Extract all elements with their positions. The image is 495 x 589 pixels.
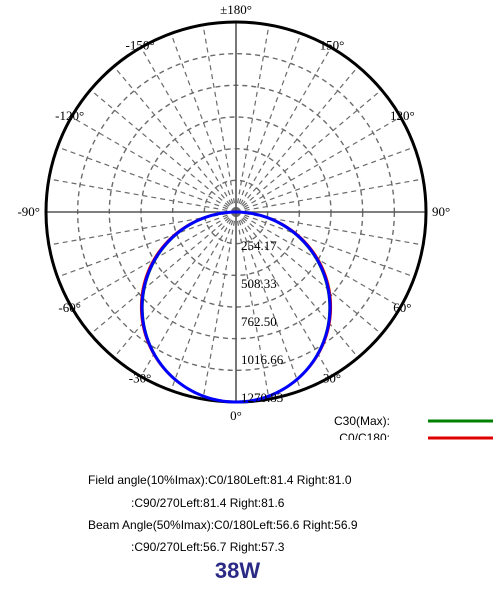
- grid-spoke: [57, 211, 237, 278]
- grid-spoke: [202, 24, 237, 213]
- angle-label: 60°: [393, 300, 411, 315]
- legend-label: C0/C180:: [339, 431, 390, 440]
- angle-label: -120°: [55, 108, 84, 123]
- wattage-title: 38W: [214, 558, 261, 583]
- angle-label: -90°: [17, 204, 40, 219]
- angle-label: 120°: [390, 108, 415, 123]
- radial-tick-label: 254.17: [241, 238, 277, 253]
- angle-label: -150°: [125, 38, 154, 53]
- field-angle-c90: :C90/270Left:81.4 Right:81.6: [131, 496, 285, 510]
- grid-spoke: [235, 211, 359, 358]
- angle-label: 90°: [432, 204, 450, 219]
- angle-label: -60°: [58, 300, 81, 315]
- grid-spoke: [235, 178, 424, 213]
- grid-spoke: [140, 47, 237, 213]
- grid-spoke: [170, 211, 237, 391]
- grid-spoke: [235, 33, 302, 213]
- grid-spoke: [235, 66, 359, 213]
- legend-label: C30(Max):: [334, 414, 390, 428]
- angle-label: ±180°: [220, 2, 252, 17]
- grid-spoke: [235, 89, 382, 213]
- grid-spoke: [170, 33, 237, 213]
- label-layer: ±180° 150° -150° 120° -120° 90° -90° 60° -60° 30°…: [17, 2, 450, 423]
- grid-spoke: [235, 211, 302, 391]
- grid-spoke: [235, 211, 332, 377]
- grid-spoke: [235, 211, 415, 278]
- grid-spoke: [113, 211, 237, 358]
- angle-label: 30°: [323, 370, 341, 385]
- grid-spoke: [90, 211, 237, 335]
- radial-tick-label: 762.50: [241, 314, 277, 329]
- series-layer: [139, 210, 333, 404]
- angle-label: 150°: [320, 38, 345, 53]
- grid-spoke: [235, 116, 401, 213]
- legend: C30(Max):C0/C180:C90/C270:: [334, 414, 493, 440]
- grid-spoke: [90, 89, 237, 213]
- polar-chart: ±180° 150° -150° 120° -120° 90° -90° 60° -60° 30°…: [17, 2, 493, 440]
- grid-spoke: [202, 211, 237, 400]
- grid-spoke: [235, 24, 270, 213]
- radial-tick-label: 508.33: [241, 276, 277, 291]
- grid-spoke: [235, 146, 415, 213]
- grid-spoke: [57, 146, 237, 213]
- angle-label: 0°: [230, 408, 242, 423]
- grid-spoke: [48, 178, 237, 213]
- radial-tick-label: 1016.66: [241, 352, 284, 367]
- grid-spoke: [71, 116, 237, 213]
- radial-tick-label: 1270.83: [241, 390, 283, 405]
- grid-spoke: [140, 211, 237, 377]
- series-line: [140, 210, 332, 404]
- beam-angle-c90: :C90/270Left:56.7 Right:57.3: [131, 540, 285, 554]
- field-angle-c0: Field angle(10%Imax):C0/180Left:81.4 Rig…: [88, 473, 352, 487]
- grid-spoke: [235, 211, 270, 400]
- grid-spoke: [235, 47, 332, 213]
- grid-spoke: [113, 66, 237, 213]
- beam-angle-c0: Beam Angle(50%Imax):C0/180Left:56.6 Righ…: [88, 518, 358, 532]
- angle-label: -30°: [129, 370, 152, 385]
- grid-spoke: [235, 211, 382, 335]
